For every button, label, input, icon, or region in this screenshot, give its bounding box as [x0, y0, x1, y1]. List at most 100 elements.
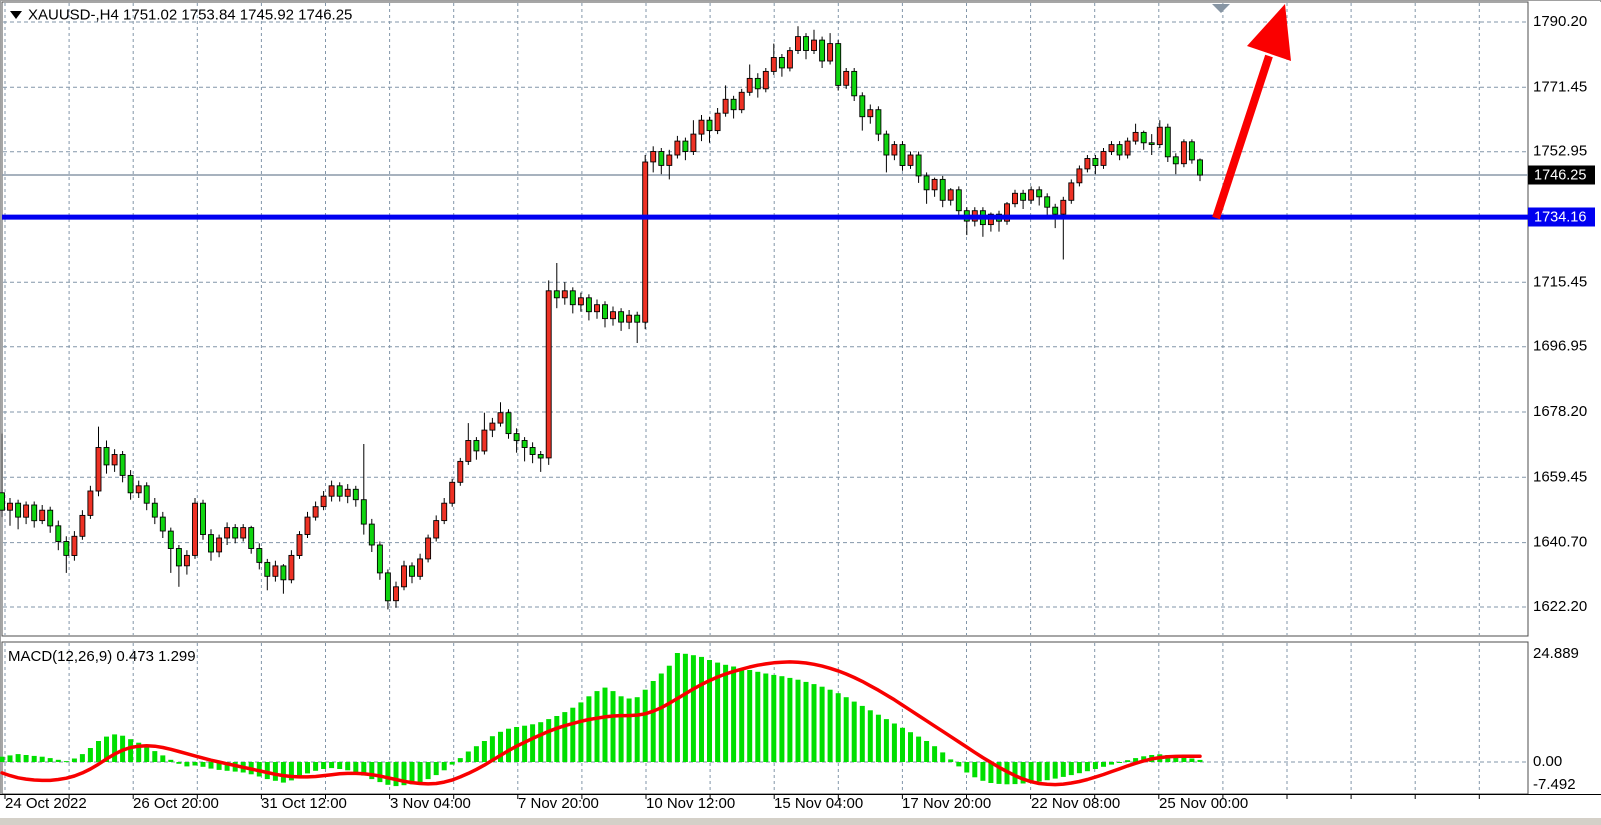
macd-bar — [144, 746, 150, 762]
macd-bar — [594, 691, 600, 762]
candle-body-bear — [167, 530, 174, 549]
macd-bar — [0, 756, 5, 762]
time-axis[interactable] — [0, 795, 1601, 818]
candle-body-bear — [553, 290, 560, 299]
macd-bar — [208, 762, 214, 769]
candle-body-bull — [714, 112, 721, 132]
macd-bar — [900, 727, 905, 762]
candle-body-bear — [200, 502, 206, 535]
candle-body-bull — [497, 412, 504, 424]
candle-body-bull — [867, 109, 874, 118]
candle-body-bull — [650, 151, 657, 163]
macd-axis-min: -7.492 — [1533, 776, 1576, 793]
candle-body-bear — [1172, 156, 1179, 165]
candle-body-bear — [1020, 192, 1027, 201]
candle-body-bull — [1068, 182, 1075, 201]
macd-bar — [658, 673, 664, 762]
macd-bar — [506, 728, 511, 762]
macd-bar — [859, 705, 865, 762]
candle-body-bull — [465, 440, 472, 462]
macd-bar — [972, 762, 978, 778]
candle-body-bull — [1084, 158, 1091, 170]
macd-bar — [747, 670, 753, 762]
price-axis[interactable] — [1529, 2, 1601, 794]
candle-body-bear — [47, 509, 54, 527]
candle-body-bear — [537, 454, 544, 459]
candle-body-bull — [811, 39, 817, 51]
macd-bar — [297, 762, 302, 777]
candle-body-bear — [256, 548, 263, 563]
candle-body-bear — [618, 311, 625, 323]
candle-body-bull — [738, 91, 745, 111]
price-axis-label: 1622.20 — [1533, 598, 1587, 615]
macd-bar — [723, 664, 729, 762]
candle-body-bull — [947, 189, 954, 201]
time-axis-label: 17 Nov 20:00 — [902, 795, 991, 812]
candle-body-bear — [859, 95, 866, 118]
macd-label: MACD(12,26,9) 0.473 1.299 — [8, 648, 196, 665]
macd-bar — [1036, 762, 1042, 782]
macd-bar — [1133, 758, 1139, 762]
candle-body-bull — [183, 554, 190, 567]
macd-bar — [337, 762, 343, 769]
candle-body-bear — [31, 504, 38, 522]
candle-body-bull — [320, 495, 327, 508]
candle-body-bear — [955, 189, 962, 212]
macd-bar — [465, 751, 471, 762]
candle-body-bear — [368, 523, 375, 546]
symbol-dropdown-icon[interactable] — [10, 11, 22, 19]
macd-bar — [1068, 762, 1074, 776]
macd-bar — [932, 746, 938, 762]
candle-body-bear — [409, 565, 415, 577]
main-panel[interactable] — [1, 1, 1529, 637]
macd-bar — [457, 758, 463, 762]
macd-bar — [47, 758, 53, 762]
trend-arrow-shaft[interactable] — [1212, 54, 1273, 220]
macd-signal-line — [0, 660, 1202, 787]
candle-body-bull — [457, 460, 464, 483]
macd-bar — [192, 762, 198, 766]
macd-axis-max: 24.889 — [1533, 645, 1579, 662]
candle-body-bull — [770, 57, 777, 72]
macd-bar — [843, 697, 849, 762]
macd-bar — [602, 687, 608, 762]
macd-bar — [1101, 762, 1106, 767]
macd-bar — [634, 697, 640, 762]
macd-bar — [401, 762, 407, 786]
candle-body-bear — [585, 297, 592, 313]
candle-body-bear — [55, 525, 62, 542]
candle-body-bull — [786, 50, 793, 69]
macd-bar — [216, 762, 222, 770]
candle-body-bear — [923, 175, 930, 191]
candle-body-bull — [79, 514, 86, 537]
candle-body-bull — [312, 506, 319, 518]
candle-body-bull — [690, 133, 697, 152]
candle-body-bull — [489, 422, 496, 431]
candle-body-bear — [103, 447, 110, 466]
macd-bar — [369, 762, 375, 780]
macd-bar — [956, 762, 962, 767]
candle-body-bull — [746, 77, 753, 93]
macd-bar — [795, 679, 801, 762]
macd-bar — [731, 666, 737, 762]
down-triangle-marker-icon[interactable] — [1212, 4, 1230, 13]
macd-bar — [104, 736, 109, 762]
macd-bar — [79, 754, 85, 762]
candle-body-bear — [119, 454, 126, 476]
macd-bar — [96, 741, 101, 762]
candle-body-bull — [441, 502, 448, 522]
macd-bar — [1028, 762, 1034, 783]
candle-body-bull — [95, 447, 102, 492]
candle-body-bear — [1092, 158, 1099, 166]
macd-bar — [948, 759, 954, 762]
candle-body-bull — [698, 119, 705, 135]
candle-body-bull — [1060, 199, 1067, 215]
trend-arrow-head[interactable] — [1247, 4, 1291, 61]
candle-body-bull — [610, 311, 616, 320]
candle-body-bear — [569, 290, 576, 306]
candle-body-bull — [224, 527, 231, 539]
macd-bar — [152, 751, 158, 762]
macd-bar — [393, 762, 399, 787]
